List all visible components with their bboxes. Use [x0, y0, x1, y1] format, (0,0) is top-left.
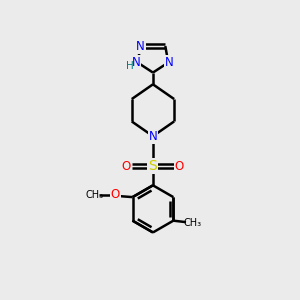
- Text: N: N: [148, 130, 157, 143]
- Text: O: O: [111, 188, 120, 201]
- Text: O: O: [122, 160, 131, 173]
- Text: N: N: [136, 40, 145, 52]
- Text: H: H: [125, 61, 133, 71]
- Text: N: N: [165, 56, 174, 69]
- Text: CH₃: CH₃: [85, 190, 103, 200]
- Text: S: S: [148, 159, 157, 173]
- Text: N: N: [132, 56, 140, 69]
- Text: O: O: [175, 160, 184, 173]
- Text: CH₃: CH₃: [183, 218, 202, 228]
